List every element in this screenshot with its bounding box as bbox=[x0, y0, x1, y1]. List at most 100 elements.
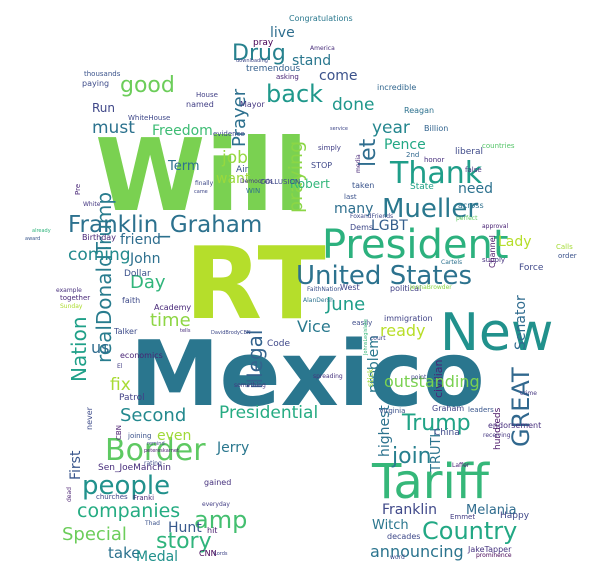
word-faith-nation: JennaBrowder bbox=[409, 284, 452, 291]
word-el: Patrol bbox=[119, 393, 145, 403]
word-robert: Congratulations bbox=[289, 14, 353, 23]
word-pray: tremendous bbox=[246, 64, 301, 74]
word-franklin: Franklin bbox=[382, 502, 437, 518]
word-year: year bbox=[372, 118, 410, 138]
word-coming: coming bbox=[68, 245, 131, 265]
word-must: must bbox=[92, 118, 135, 138]
word-story: story bbox=[156, 529, 212, 554]
word-president: President bbox=[322, 222, 509, 268]
word-cnn: Lords bbox=[214, 551, 228, 557]
word-west: AlanDersh bbox=[303, 297, 334, 304]
word-medal: Medal bbox=[136, 549, 178, 565]
word-dollar: faith bbox=[122, 296, 140, 305]
word-paying: asking bbox=[276, 73, 299, 81]
word-live: stand bbox=[292, 53, 331, 69]
word-many: many bbox=[334, 201, 373, 217]
word-highest: highest bbox=[377, 405, 393, 457]
word-senator: Senator bbox=[513, 295, 529, 350]
word-supply: approval bbox=[482, 223, 509, 230]
word-praying: praying bbox=[285, 141, 307, 213]
word-stick: spreading bbox=[313, 373, 343, 380]
word-asking: downloading bbox=[236, 58, 268, 64]
word-people: people bbox=[82, 471, 170, 501]
word-state: across bbox=[458, 201, 484, 210]
word-truth: TRUTH bbox=[429, 428, 444, 473]
word-second: Second bbox=[120, 405, 186, 426]
word-united-states: United States bbox=[296, 261, 472, 291]
word-illegal: illegal bbox=[243, 330, 267, 389]
word-media: remind bbox=[147, 441, 165, 447]
word-alan-dersh: FaithNation bbox=[307, 286, 341, 293]
word-patrol: never bbox=[85, 406, 94, 430]
word-cbn: joining bbox=[127, 432, 151, 440]
word-announcing: announcing bbox=[370, 542, 464, 561]
word-emmet: decades bbox=[387, 532, 420, 541]
word-force: Channel bbox=[488, 235, 497, 268]
word-receiving: Laffer bbox=[452, 462, 470, 469]
word-vice: Vice bbox=[297, 317, 331, 336]
word-decades: Graham bbox=[432, 404, 464, 413]
word-talker: economics bbox=[120, 351, 163, 360]
word-civilian: White bbox=[83, 201, 101, 208]
word-academy: Talker bbox=[113, 327, 138, 336]
word-virginia: China bbox=[434, 428, 460, 438]
word-easily: immigration bbox=[384, 314, 433, 323]
word-congratulations: pray bbox=[253, 38, 274, 48]
word-freedom: Run bbox=[92, 101, 115, 115]
word-good: good bbox=[120, 73, 175, 98]
word-fix: fix bbox=[110, 375, 131, 395]
word-gained: everyday bbox=[202, 501, 230, 508]
word-joining: Sen_JoeManchin bbox=[98, 463, 171, 473]
word-cartels: Dollar bbox=[124, 269, 151, 279]
word-david-brody-cbn: Code bbox=[267, 339, 291, 349]
word-new: New bbox=[440, 303, 553, 363]
word-let: let bbox=[356, 138, 381, 167]
word-immigration: political bbox=[390, 284, 421, 293]
word-mueller: Mueller bbox=[382, 194, 478, 224]
word-code: easily bbox=[352, 319, 372, 327]
word-calls: order bbox=[558, 252, 577, 260]
word-melania: Melania bbox=[466, 503, 517, 518]
word-america: Democrats bbox=[240, 178, 273, 185]
word-leaders: endorsement bbox=[488, 421, 541, 430]
word-never: CBN bbox=[115, 425, 123, 440]
word-sunday: together bbox=[60, 294, 90, 302]
word-countries: State bbox=[410, 182, 434, 192]
word-presidential: Presidential bbox=[219, 403, 318, 423]
word-stand: come bbox=[319, 68, 358, 84]
word-lgbt: LGBT bbox=[371, 218, 408, 234]
word-special: Special bbox=[62, 524, 127, 545]
word-example: award bbox=[25, 236, 40, 242]
word-taken: Dems bbox=[350, 223, 373, 232]
word-democrats: COLLUSION bbox=[260, 178, 300, 186]
word-dead: Thad bbox=[144, 520, 160, 527]
word-outstanding: outstanding bbox=[384, 372, 480, 391]
word-honor: false bbox=[465, 166, 482, 174]
word-false: countries bbox=[482, 142, 515, 150]
word-court: court bbox=[370, 335, 386, 342]
word-churches: Franki bbox=[133, 494, 154, 502]
word-spreading: something bbox=[234, 382, 266, 389]
word-political: West bbox=[340, 283, 360, 292]
word-2nd: last bbox=[344, 193, 357, 201]
word-collusion: WIN bbox=[246, 187, 260, 195]
word-ready: ready bbox=[380, 321, 426, 340]
word-service: 2nd bbox=[406, 151, 419, 159]
word-economics: El bbox=[117, 363, 123, 370]
word-amp: amp bbox=[194, 506, 247, 534]
word-sen-joe-manchin: rating bbox=[144, 460, 162, 467]
word-nation: Nation bbox=[67, 316, 91, 382]
word-downloading: America bbox=[310, 45, 335, 52]
word-want: Freedom bbox=[152, 123, 213, 139]
word-win: STOP bbox=[311, 161, 332, 170]
word-china: stick bbox=[366, 368, 375, 387]
word-companies: companies bbox=[77, 500, 180, 522]
word-point: point bbox=[411, 374, 427, 381]
word-named: House bbox=[196, 91, 218, 99]
word-great: GREAT bbox=[507, 367, 535, 447]
word-crime: Virginia bbox=[379, 407, 405, 415]
word-rating: gained bbox=[204, 478, 231, 487]
word-billion: Air bbox=[236, 165, 249, 175]
word-lords: JakeTapper bbox=[467, 545, 512, 554]
